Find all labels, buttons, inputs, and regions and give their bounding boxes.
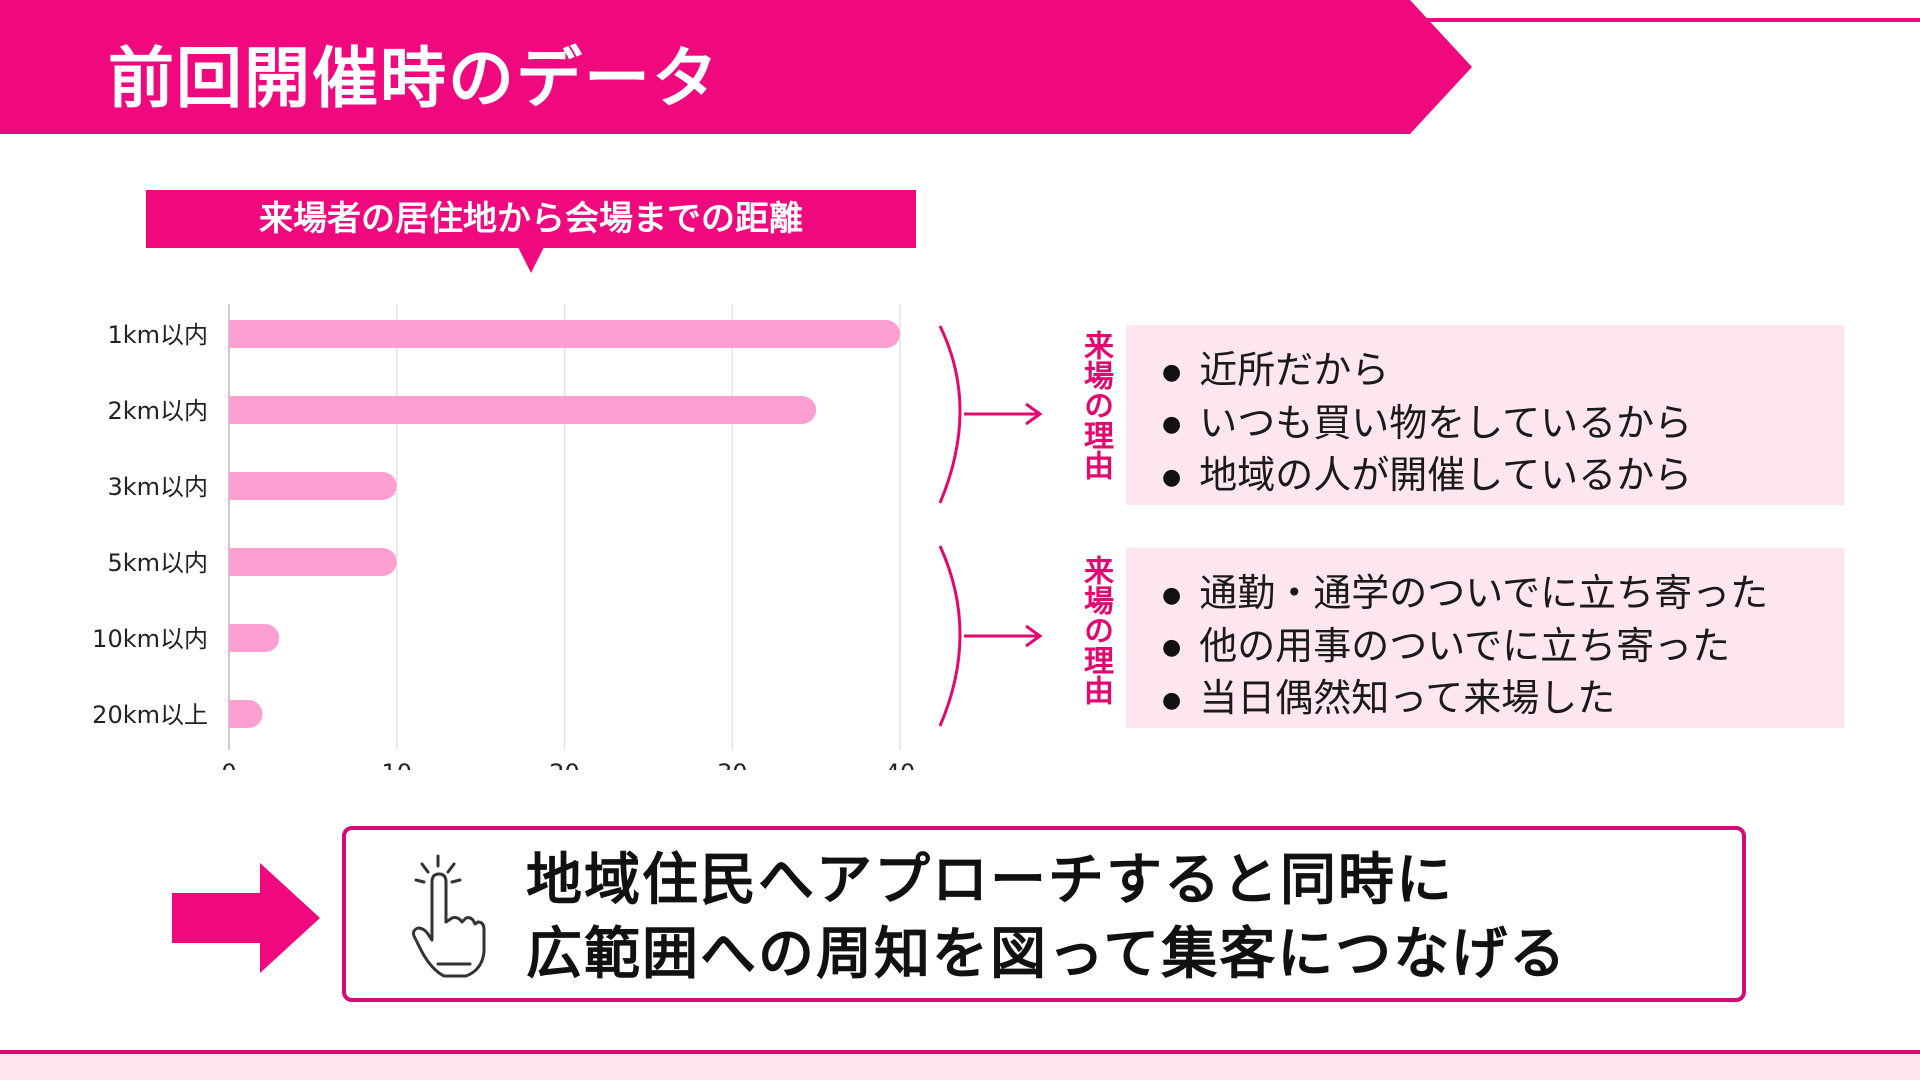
reason-item: 通勤・通学のついでに立ち寄った bbox=[1162, 568, 1844, 621]
header-band bbox=[0, 0, 1472, 134]
arrow-bottom-head bbox=[1025, 624, 1043, 648]
category-label: 3km以内 bbox=[107, 473, 208, 501]
reason-item: いつも買い物をしているから bbox=[1162, 398, 1844, 451]
chart-title: 来場者の居住地から会場までの距離 bbox=[146, 190, 916, 248]
conclusion-text: 地域住民へアプローチすると同時に 広範囲への周知を図って集客につなげる bbox=[526, 844, 1567, 992]
bar-base bbox=[229, 548, 243, 576]
bar bbox=[229, 320, 900, 348]
category-label: 1km以内 bbox=[107, 321, 208, 349]
page-title: 前回開催時のデータ bbox=[108, 40, 720, 117]
category-label: 2km以内 bbox=[107, 397, 208, 425]
conclusion-line-1: 地域住民へアプローチすると同時に bbox=[526, 848, 1454, 913]
reason-item: 近所だから bbox=[1162, 345, 1844, 398]
bar-chart: 0 10 20 30 40 1km以内 2km以内 3km以内 5km以内 10km以内 20km以… bbox=[92, 304, 916, 770]
bar-base bbox=[229, 320, 243, 348]
pointing-hand-icon bbox=[412, 854, 486, 978]
bar bbox=[229, 548, 397, 576]
x-tick-label: 40 bbox=[885, 759, 916, 770]
reason-item: 他の用事のついでに立ち寄った bbox=[1162, 621, 1844, 674]
bracket-top bbox=[938, 325, 962, 504]
bracket-arrows bbox=[938, 325, 1043, 727]
reason-box-2: 通勤・通学のついでに立ち寄った 他の用事のついでに立ち寄った 当日偶然知って来場… bbox=[1126, 548, 1844, 728]
chart-title-pointer bbox=[518, 247, 544, 273]
category-label: 20km以上 bbox=[92, 701, 208, 729]
conclusion-box: 地域住民へアプローチすると同時に 広範囲への周知を図って集客につなげる bbox=[342, 826, 1746, 1002]
conclusion-line-2: 広範囲への周知を図って集客につなげる bbox=[526, 922, 1568, 987]
header-accent-line bbox=[1424, 18, 1920, 22]
reason-label-2: 来場の理由 bbox=[1078, 555, 1113, 705]
bar bbox=[229, 396, 817, 424]
category-label: 10km以内 bbox=[92, 625, 208, 653]
footer-band bbox=[0, 1054, 1920, 1080]
x-tick-label: 20 bbox=[549, 759, 580, 770]
bar bbox=[229, 472, 397, 500]
reason-box-1: 近所だから いつも買い物をしているから 地域の人が開催しているから bbox=[1126, 325, 1844, 505]
bar-base bbox=[229, 396, 243, 424]
arrow-top-head bbox=[1025, 402, 1043, 426]
reason-label-1: 来場の理由 bbox=[1078, 330, 1113, 480]
footer-line bbox=[0, 1050, 1920, 1054]
bracket-bottom bbox=[938, 545, 962, 727]
reason-item: 当日偶然知って来場した bbox=[1162, 673, 1844, 726]
bar-base bbox=[229, 624, 243, 652]
bar-base bbox=[229, 472, 243, 500]
reason-item: 地域の人が開催しているから bbox=[1162, 450, 1844, 503]
x-tick-label: 0 bbox=[221, 759, 236, 770]
x-tick-label: 10 bbox=[381, 759, 412, 770]
x-tick-label: 30 bbox=[717, 759, 748, 770]
bar-base bbox=[229, 700, 243, 728]
category-label: 5km以内 bbox=[107, 549, 208, 577]
right-arrow-icon bbox=[172, 863, 320, 973]
